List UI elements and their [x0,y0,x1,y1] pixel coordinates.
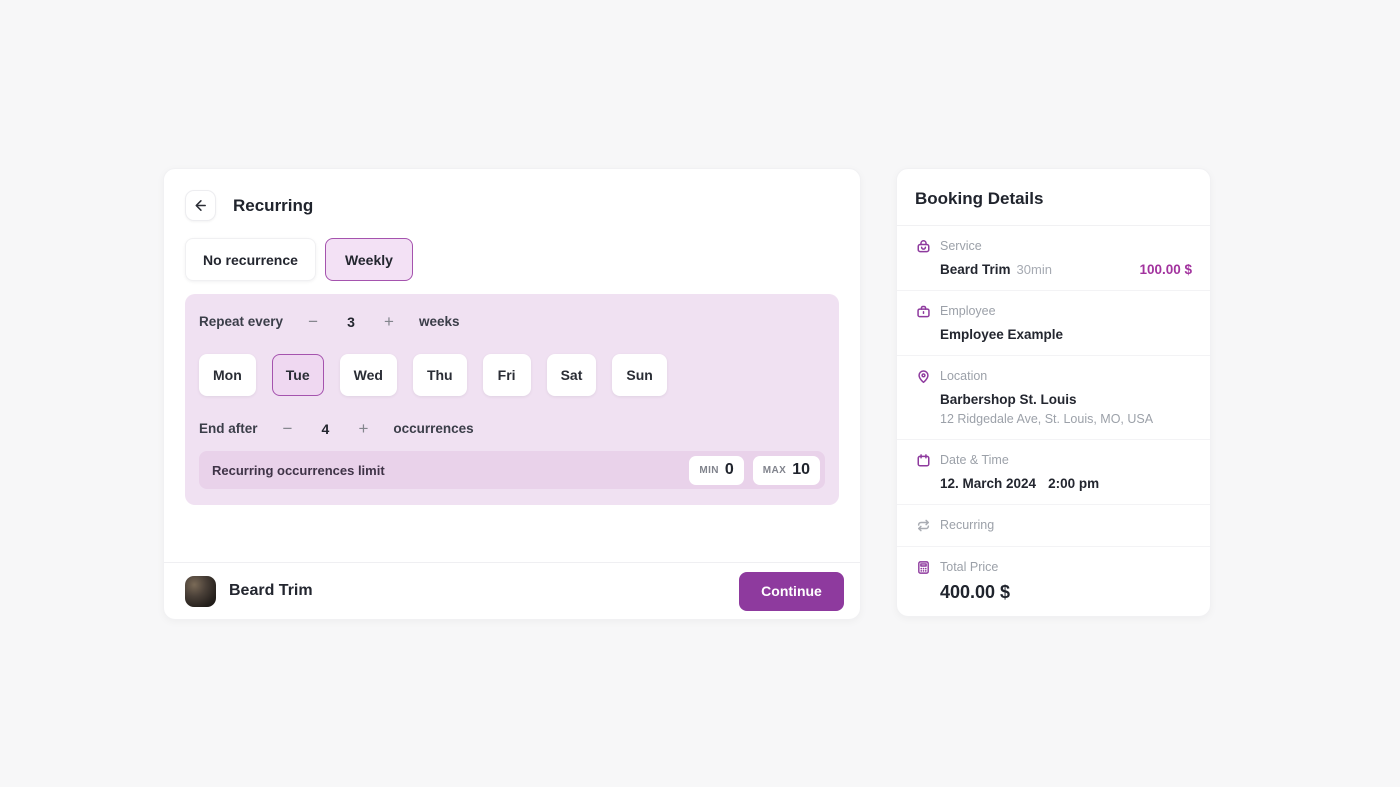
service-label: Service [940,239,982,253]
repeat-every-row: Repeat every − 3 + weeks [199,313,825,330]
day-button-sun[interactable]: Sun [612,354,667,396]
location-label: Location [940,369,988,383]
repeat-icon [915,517,931,533]
page-title: Recurring [233,195,314,215]
datetime-label: Date & Time [940,453,1009,467]
tab-no-recurrence[interactable]: No recurrence [185,238,316,281]
back-button[interactable] [185,190,216,221]
arrow-left-icon [192,197,209,214]
footer-service-name: Beard Trim [229,582,313,599]
booking-details-title: Booking Details [897,169,1210,226]
section-employee: Employee Employee Example [897,291,1210,356]
total-price-value: 400.00 $ [940,582,1011,602]
service-price: 100.00 $ [1139,262,1192,277]
max-value: 10 [792,461,810,478]
location-address: 12 Ridgedale Ave, St. Louis, MO, USA [940,412,1154,426]
occurrences-limit-bar: Recurring occurrences limit MIN 0 MAX 10 [199,451,825,489]
employee-label: Employee [940,304,996,318]
min-value: 0 [724,461,734,478]
end-decrement-button[interactable]: − [282,419,293,438]
employee-name: Employee Example [940,327,1064,342]
booking-date: 12. March 2024 [940,476,1037,491]
recurring-label: Recurring [940,518,995,532]
repeat-value: 3 [347,313,355,330]
booking-time: 2:00 pm [1048,476,1100,491]
day-button-fri[interactable]: Fri [482,354,531,396]
end-after-label: End after [199,421,258,436]
day-button-mon[interactable]: Mon [199,354,256,396]
service-name: Beard Trim [940,262,1011,277]
min-limit-badge: MIN 0 [689,455,744,485]
section-datetime: Date & Time 12. March 2024 2:00 pm [897,440,1210,505]
service-bag-icon [915,238,931,254]
briefcase-icon [915,303,931,319]
end-after-row: End after − 4 + occurrences [199,420,825,437]
section-location: Location Barbershop St. Louis 12 Ridgeda… [897,356,1210,440]
repeat-increment-button[interactable]: + [384,312,394,331]
weekday-selector: Mon Tue Wed Thu Fri Sat Sun [199,354,825,396]
recurring-card-footer: Beard Trim Continue [164,562,860,619]
total-price-label: Total Price [940,560,999,574]
repeat-decrement-button[interactable]: − [308,312,318,331]
service-avatar [185,575,216,607]
section-recurring: Recurring [897,505,1210,547]
booking-details-card: Booking Details Service Beard Trim 30min… [896,168,1211,617]
end-increment-button[interactable]: + [358,419,369,438]
location-name: Barbershop St. Louis [940,392,1077,407]
continue-button[interactable]: Continue [739,571,844,611]
repeat-every-label: Repeat every [199,314,284,329]
occurrences-limit-label: Recurring occurrences limit [212,462,385,478]
section-service: Service Beard Trim 30min 100.00 $ [897,226,1210,291]
calendar-icon [915,452,931,468]
day-button-thu[interactable]: Thu [412,354,467,396]
tab-weekly[interactable]: Weekly [324,238,413,281]
max-label: MAX [762,464,787,476]
service-duration: 30min [1016,262,1052,277]
end-value: 4 [321,420,330,437]
calculator-icon [915,559,931,575]
location-pin-icon [915,368,931,384]
section-total-price: Total Price 400.00 $ [897,547,1210,616]
day-button-wed[interactable]: Wed [339,354,397,396]
end-unit-label: occurrences [393,421,474,436]
day-button-tue[interactable]: Tue [271,354,324,396]
recurrence-tabs: No recurrence Weekly [185,238,839,281]
recurring-settings-card: Recurring No recurrence Weekly Repeat ev… [163,168,861,620]
repeat-unit-label: weeks [418,314,460,329]
max-limit-badge: MAX 10 [752,455,820,485]
recurrence-options-panel: Repeat every − 3 + weeks Mon Tue Wed Thu… [185,294,839,505]
day-button-sat[interactable]: Sat [546,354,597,396]
recurring-header: Recurring [185,190,839,221]
min-label: MIN [699,464,719,476]
